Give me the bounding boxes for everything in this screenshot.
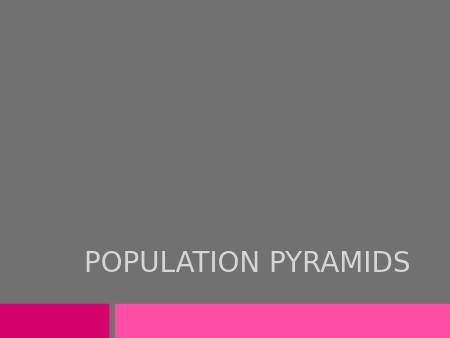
Bar: [115, 304, 450, 338]
Bar: [0, 304, 108, 338]
Text: POPULATION PYRAMIDS: POPULATION PYRAMIDS: [84, 250, 411, 277]
